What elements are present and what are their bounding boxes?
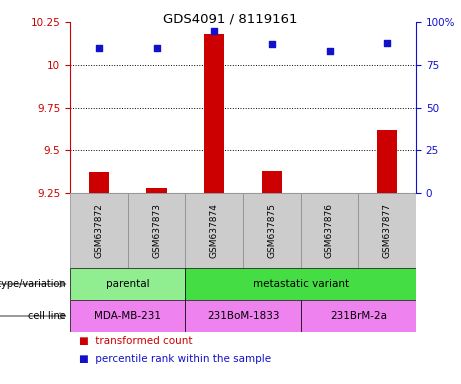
Bar <box>301 193 358 268</box>
Text: GDS4091 / 8119161: GDS4091 / 8119161 <box>163 12 298 25</box>
Bar <box>262 171 282 193</box>
Bar <box>185 193 243 268</box>
Bar <box>89 172 109 193</box>
Point <box>95 45 102 51</box>
Bar <box>185 268 416 300</box>
Bar <box>301 300 416 332</box>
Text: ■  percentile rank within the sample: ■ percentile rank within the sample <box>79 354 272 364</box>
Text: parental: parental <box>106 279 149 289</box>
Bar <box>377 130 397 193</box>
Text: 231BoM-1833: 231BoM-1833 <box>207 311 279 321</box>
Bar <box>185 300 301 332</box>
Text: ■  transformed count: ■ transformed count <box>79 336 193 346</box>
Text: cell line: cell line <box>28 311 66 321</box>
Point <box>326 48 333 54</box>
Text: GSM637873: GSM637873 <box>152 203 161 258</box>
Point <box>211 28 218 34</box>
Text: GSM637876: GSM637876 <box>325 203 334 258</box>
Text: GSM637872: GSM637872 <box>95 203 103 258</box>
Text: GSM637875: GSM637875 <box>267 203 276 258</box>
Bar <box>70 300 185 332</box>
Bar <box>319 193 340 198</box>
Text: metastatic variant: metastatic variant <box>253 279 349 289</box>
Point <box>268 41 276 47</box>
Text: genotype/variation: genotype/variation <box>0 279 66 289</box>
Bar <box>243 193 301 268</box>
Text: GSM637877: GSM637877 <box>383 203 392 258</box>
Text: 231BrM-2a: 231BrM-2a <box>330 311 387 321</box>
Bar <box>128 193 185 268</box>
Point <box>153 45 160 51</box>
Bar <box>147 188 166 193</box>
Bar <box>358 193 416 268</box>
Bar <box>204 34 224 193</box>
Text: MDA-MB-231: MDA-MB-231 <box>94 311 161 321</box>
Point <box>384 40 391 46</box>
Bar <box>70 193 128 268</box>
Text: GSM637874: GSM637874 <box>210 203 219 258</box>
Bar <box>70 268 185 300</box>
